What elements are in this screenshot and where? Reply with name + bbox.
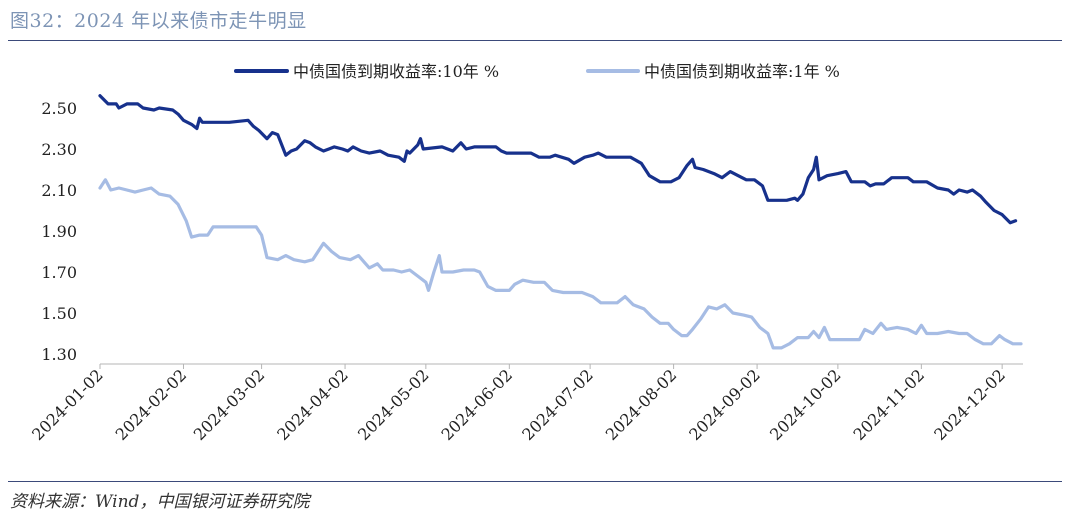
chart-title: 图32：2024 年以来债市走牛明显 xyxy=(10,10,307,32)
x-tick-label: 2024-03-02 xyxy=(190,365,269,444)
x-tick-label: 2024-01-02 xyxy=(28,365,107,444)
y-tick-label: 1.50 xyxy=(41,304,77,323)
top-rule xyxy=(8,40,1062,41)
x-axis: 2024-01-02 2024-02-02 2024-03-02 2024-04-02… xyxy=(28,363,1023,444)
y-tick-label: 1.70 xyxy=(41,263,77,282)
y-tick-label: 1.30 xyxy=(41,345,77,364)
x-tick-label: 2024-09-02 xyxy=(685,365,764,444)
x-tick-label: 2024-02-02 xyxy=(112,365,191,444)
y-tick-label: 1.90 xyxy=(41,222,77,241)
y-axis: 2.50 2.30 2.10 1.90 1.70 1.50 1.30 xyxy=(41,99,77,364)
x-tick-label: 2024-10-02 xyxy=(766,365,845,444)
x-tick-label: 2024-04-02 xyxy=(273,365,352,444)
x-tick-label: 2024-06-02 xyxy=(437,365,516,444)
bottom-rule xyxy=(8,481,1062,482)
legend-label-1y: 中债国债到期收益率:1年 % xyxy=(644,62,840,81)
legend: 中债国债到期收益率:10年 % 中债国债到期收益率:1年 % xyxy=(234,62,840,81)
legend-label-10y: 中债国债到期收益率:10年 % xyxy=(293,62,499,81)
series-group xyxy=(98,94,1023,350)
x-tick-label: 2024-12-02 xyxy=(930,365,1009,444)
series-line-1y xyxy=(98,178,1023,350)
y-tick-label: 2.10 xyxy=(41,181,77,200)
x-tick-label: 2024-05-02 xyxy=(354,365,433,444)
source-note: 资料来源：Wind，中国银河证券研究院 xyxy=(10,492,310,512)
y-tick-label: 2.50 xyxy=(41,99,77,118)
chart-canvas: 中债国债到期收益率:10年 % 中债国债到期收益率:1年 % 2.502.302… xyxy=(28,62,1023,444)
x-tick-label: 2024-07-02 xyxy=(518,365,597,444)
y-tick-label: 2.30 xyxy=(41,140,77,159)
x-tick-label: 2024-11-02 xyxy=(850,365,929,444)
series-line-10y xyxy=(98,94,1018,225)
x-tick-label: 2024-08-02 xyxy=(602,365,681,444)
